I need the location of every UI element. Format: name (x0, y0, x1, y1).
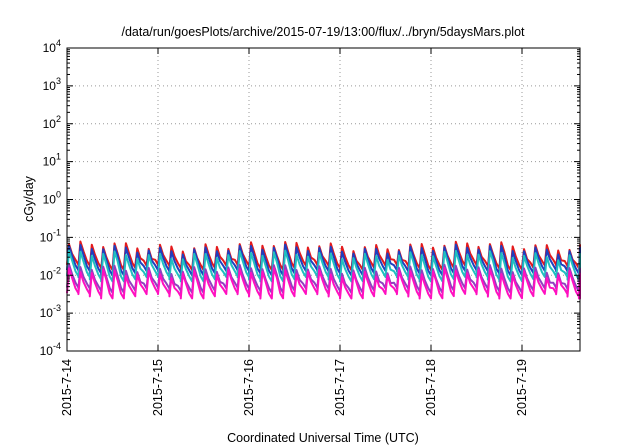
series-line (66, 267, 581, 300)
y-tick-exponent: 3 (56, 76, 61, 86)
y-tick-exponent: 1 (56, 152, 61, 162)
y-tick-label: 100 (43, 190, 61, 207)
y-tick-exponent: -1 (53, 227, 61, 237)
x-tick-label: 2015-7-19 (515, 359, 529, 416)
x-tick-label: 2015-7-14 (60, 359, 74, 416)
y-tick-label: 10-3 (40, 303, 61, 320)
x-axis-label: Coordinated Universal Time (UTC) (227, 431, 419, 445)
grid (67, 48, 580, 351)
x-tick-label: 2015-7-15 (151, 359, 165, 416)
x-tick-label: 2015-7-16 (242, 359, 256, 416)
y-axis-label: cGy/day (22, 175, 36, 222)
y-tick-exponent: -2 (53, 265, 61, 275)
y-tick-label: 10-4 (40, 341, 61, 358)
y-tick-exponent: 0 (56, 190, 61, 200)
y-tick-exponent: 4 (56, 38, 61, 48)
chart-title: /data/run/goesPlots/archive/2015-07-19/1… (121, 25, 525, 39)
series-group (66, 240, 581, 300)
x-axis: 2015-7-14 2015-7-15 2015-7-16 2015-7-17 2015… (60, 48, 529, 416)
y-tick-label: 102 (43, 114, 61, 131)
y-tick-label: 101 (43, 152, 61, 169)
y-tick-exponent: 2 (56, 114, 61, 124)
y-tick-label: 10-2 (40, 265, 61, 282)
y-tick-exponent: -3 (53, 303, 61, 313)
y-tick-label: 103 (43, 76, 61, 93)
y-tick-label: 10-1 (40, 227, 61, 244)
y-tick-exponent: -4 (53, 341, 61, 351)
x-tick-label: 2015-7-18 (424, 359, 438, 416)
x-tick-label: 2015-7-17 (333, 359, 347, 416)
series-line (66, 249, 581, 283)
y-tick-label: 104 (43, 38, 61, 55)
